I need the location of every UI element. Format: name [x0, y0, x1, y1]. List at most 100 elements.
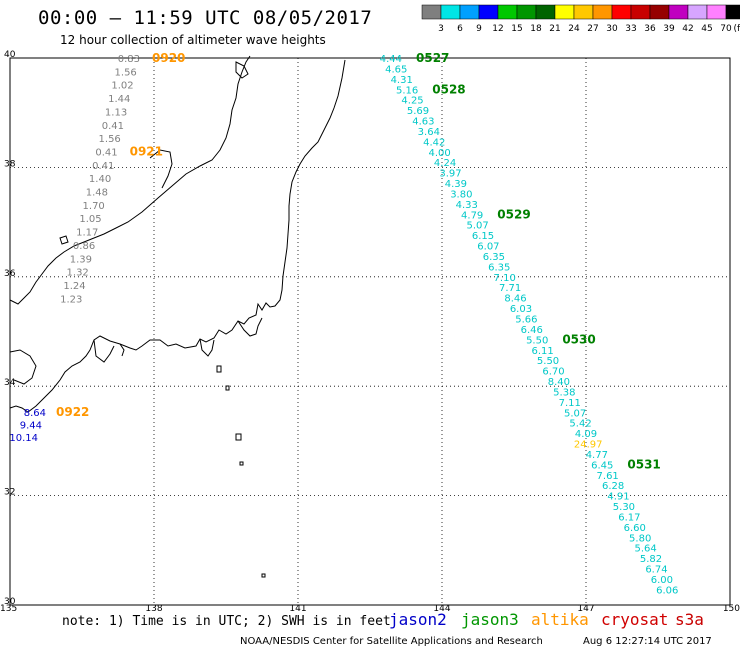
- japan-coastline: [9, 59, 346, 413]
- wave-height-value: 6.35: [488, 262, 510, 273]
- wave-height-value: 4.91: [607, 492, 629, 503]
- wave-height-value: 6.46: [521, 325, 543, 336]
- wave-height-value: 1.23: [60, 294, 82, 305]
- wave-height-value: 4.33: [456, 200, 478, 211]
- boso-peninsula: [237, 317, 263, 337]
- colorbar-tick: 36: [644, 24, 656, 34]
- wave-height-value: 5.38: [553, 387, 575, 398]
- lon-tick-label: 150: [723, 604, 740, 614]
- wave-height-value: 8.40: [548, 377, 570, 388]
- pass-time-label: 0530: [562, 332, 595, 346]
- sado-island: [235, 61, 249, 79]
- wave-height-value: 1.13: [105, 107, 127, 118]
- wave-height-value: 7.71: [499, 283, 521, 294]
- pass-time-label: 0922: [56, 405, 89, 419]
- lon-tick-label: 135: [0, 604, 17, 614]
- colorbar-swatch: [497, 4, 518, 20]
- wave-height-value: 6.74: [645, 565, 667, 576]
- wave-height-value: 3.64: [418, 127, 440, 138]
- lat-tick-label: 36: [4, 269, 16, 279]
- miyake-island: [225, 385, 230, 391]
- colorbar-swatch: [649, 4, 670, 20]
- noto-peninsula: [149, 149, 173, 189]
- wave-height-value: 5.69: [407, 106, 429, 117]
- colorbar-swatch: [725, 4, 740, 20]
- colorbar-swatch: [440, 4, 461, 20]
- colorbar-swatch: [459, 4, 480, 20]
- pass-time-label: 0528: [432, 82, 465, 96]
- colorbar-tick: 24: [568, 24, 580, 34]
- wave-height-value: 5.42: [569, 419, 591, 430]
- lat-tick-label: 40: [4, 50, 16, 60]
- wave-height-value: 4.77: [586, 450, 608, 461]
- colorbar-swatch: [421, 4, 442, 20]
- wave-height-value: 7.11: [559, 398, 581, 409]
- wave-height-value: 4.00: [429, 148, 451, 159]
- data-credit: NOAA/NESDIS Center for Satellite Applica…: [240, 636, 543, 647]
- map-frame: [9, 57, 731, 606]
- lon-tick-label: 147: [577, 604, 594, 614]
- colorbar-tick: 27: [587, 24, 598, 34]
- wave-height-value: 1.44: [108, 94, 130, 105]
- wave-height-value: 6.60: [624, 523, 646, 534]
- colorbar-tick: 39: [663, 24, 675, 34]
- wave-height-value: 6.35: [483, 252, 505, 263]
- wave-height-value: 7.61: [597, 471, 619, 482]
- wave-height-value: 5.07: [466, 221, 488, 232]
- colorbar-swatch: [554, 4, 575, 20]
- colorbar-tick: 9: [476, 24, 482, 34]
- wave-height-value: 5.80: [629, 533, 651, 544]
- lon-tick-label: 144: [433, 604, 450, 614]
- wave-height-value: 3.80: [450, 189, 472, 200]
- torishima: [261, 573, 266, 578]
- colorbar-swatch: [687, 4, 708, 20]
- wave-height-value: 1.17: [76, 228, 98, 239]
- pass-time-label: 0531: [627, 457, 660, 471]
- oki-islands: [59, 235, 69, 245]
- map-subtitle: 12 hour collection of altimeter wave hei…: [60, 33, 326, 47]
- wave-height-value: 10.14: [9, 433, 38, 444]
- colorbar-swatch: [668, 4, 689, 20]
- wave-height-value: 7.10: [494, 273, 516, 284]
- satellite-tracks: 0.83 1.56 1.02 1.44 1.13 0.41 1.56 0.41 0.41 1.40…: [9, 51, 678, 596]
- wave-height-value: 1.39: [70, 254, 92, 265]
- pass-time-label: 0920: [152, 51, 185, 65]
- legend-jason3: jason3: [461, 610, 519, 629]
- wave-height-value: 0.41: [92, 161, 114, 172]
- wave-height-value: 1.56: [115, 67, 137, 78]
- colorbar-swatch: [592, 4, 613, 20]
- wave-height-value: 1.24: [63, 281, 85, 292]
- colorbar-tick: (ft): [733, 24, 740, 34]
- wave-height-value: 6.45: [591, 460, 613, 471]
- colorbar-swatch: [478, 4, 499, 20]
- wave-height-value: 4.24: [434, 158, 456, 169]
- wave-height-value: 5.66: [515, 315, 537, 326]
- wave-height-value: 1.56: [99, 134, 121, 145]
- colorbar-tick: 45: [701, 24, 712, 34]
- lat-tick-label: 38: [4, 159, 16, 169]
- map-title: 00:00 – 11:59 UTC 08/05/2017: [38, 7, 373, 29]
- awaji-island: [119, 343, 125, 357]
- wave-height-value: 4.42: [423, 137, 445, 148]
- wave-height-value: 0.41: [95, 147, 117, 158]
- lat-tick-label: 30: [4, 597, 16, 607]
- wave-height-value: 1.70: [83, 201, 105, 212]
- colorbar-swatch: [573, 4, 594, 20]
- colorbar-swatch: [706, 4, 727, 20]
- generation-timestamp: Aug 6 12:27:14 UTC 2017: [583, 636, 712, 647]
- izu-oshima: [216, 365, 222, 373]
- wave-height-value: 0.86: [73, 241, 95, 252]
- colorbar-tick: 30: [606, 24, 618, 34]
- pass-time-label: 0529: [497, 207, 530, 221]
- units-note: note: 1) Time is in UTC; 2) SWH is in fe…: [62, 614, 391, 629]
- wave-height-value: 6.28: [602, 481, 624, 492]
- wave-height-value: 1.02: [111, 81, 133, 92]
- wave-height-value: 5.50: [526, 335, 548, 346]
- wave-height-value: 4.63: [412, 117, 434, 128]
- coastline: [9, 55, 346, 578]
- izu-peninsula: [199, 338, 215, 357]
- wave-height-value: 24.97: [574, 440, 603, 451]
- lon-tick-label: 138: [145, 604, 162, 614]
